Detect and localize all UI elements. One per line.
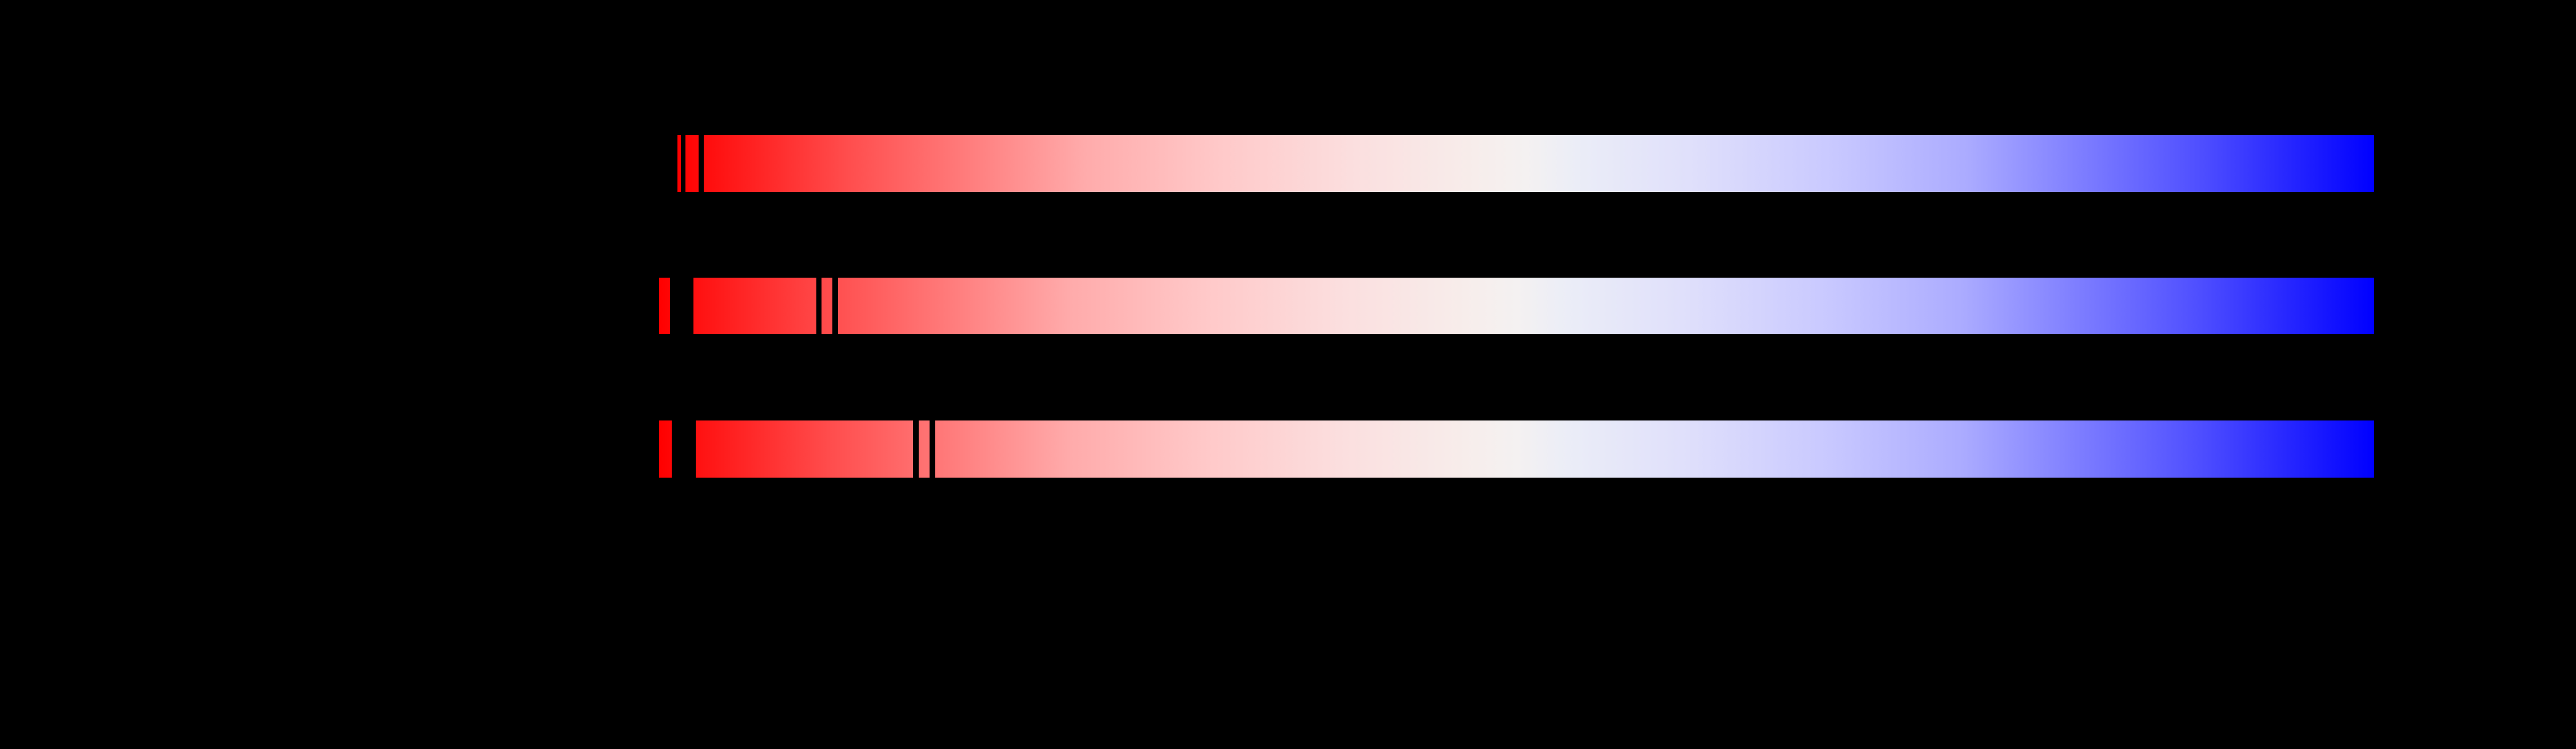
tick-mark [816, 278, 822, 334]
tick-mark [672, 420, 696, 478]
tick-mark [699, 135, 704, 192]
gradient-bar-3 [659, 420, 2374, 478]
tick-mark [670, 278, 693, 334]
tick-mark [832, 278, 838, 334]
gradient-bar-1 [677, 135, 2374, 192]
tick-mark [930, 420, 935, 478]
tick-mark [913, 420, 919, 478]
tick-mark [681, 135, 685, 192]
gradient-bar-2 [659, 278, 2374, 334]
